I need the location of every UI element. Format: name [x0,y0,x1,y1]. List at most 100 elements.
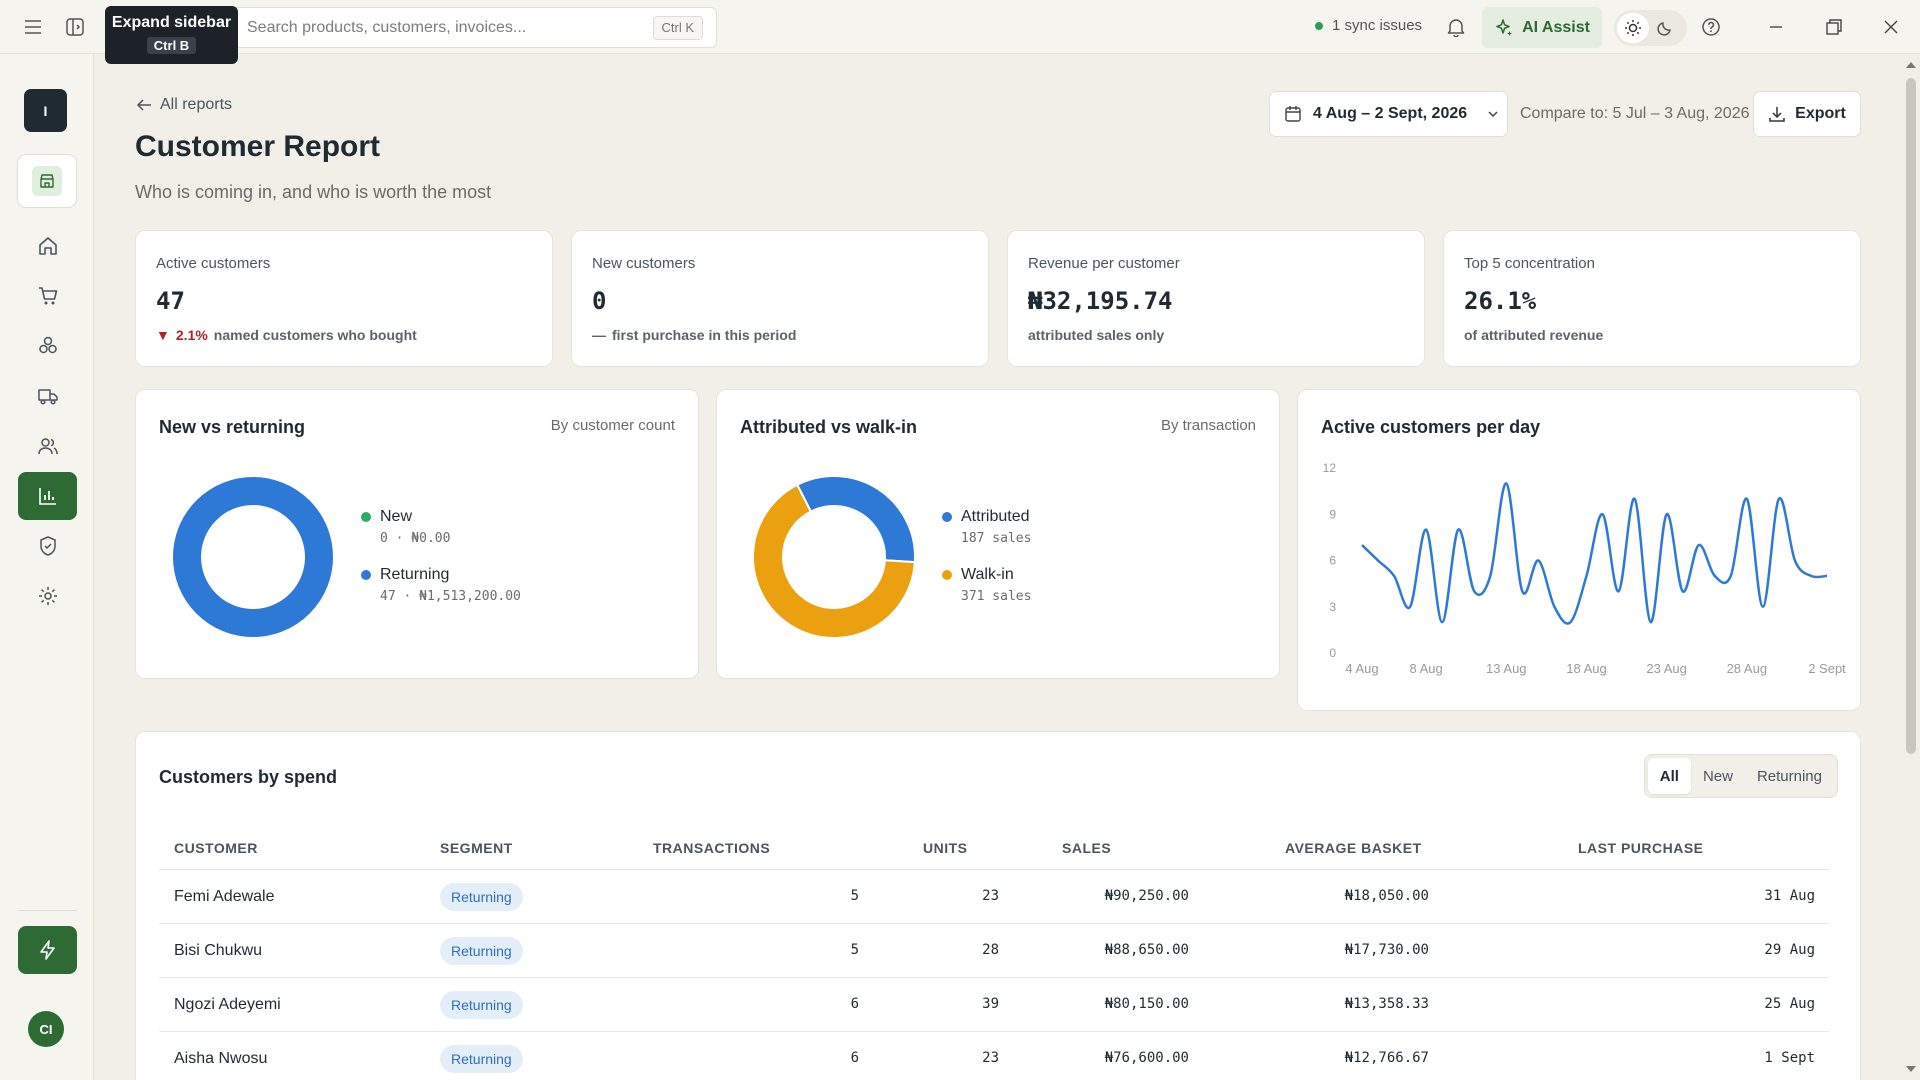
data-point[interactable] [1614,586,1624,596]
column-header-average-basket[interactable]: AVERAGE BASKET [1285,840,1422,856]
table-row[interactable]: Ngozi Adeyemi Returning 6 39 ₦80,150.00 ₦13,3… [159,978,1829,1032]
data-point[interactable] [1501,478,1511,488]
sidebar-divider [18,910,77,911]
data-point[interactable] [1646,617,1656,627]
data-point[interactable] [1533,556,1543,566]
table-row[interactable]: Bisi Chukwu Returning 5 28 ₦88,650.00 ₦17,730… [159,924,1829,978]
data-point[interactable] [1469,586,1479,596]
data-point[interactable] [1774,494,1784,504]
table-row[interactable]: Aisha Nwosu Returning 6 23 ₦76,600.00 ₦12,766… [159,1032,1829,1080]
data-point[interactable] [1405,602,1415,612]
ai-assist-label: AI Assist [1522,18,1590,36]
filter-all[interactable]: All [1647,758,1691,794]
new-vs-returning-donut [171,475,335,639]
back-link[interactable]: All reports [136,96,232,114]
users-icon[interactable] [18,422,77,470]
filter-returning[interactable]: Returning [1756,767,1822,785]
minimize-icon[interactable] [1763,14,1789,40]
data-point[interactable] [1726,571,1736,581]
donut-slice-attributed[interactable] [795,475,916,564]
help-icon[interactable] [1698,14,1724,40]
truck-icon[interactable] [18,372,77,420]
close-icon[interactable] [1878,14,1904,40]
column-header-sales[interactable]: SALES [1062,840,1112,856]
cell-customer[interactable]: Aisha Nwosu [174,1050,268,1067]
data-point[interactable] [1630,494,1640,504]
scroll-thumb[interactable] [1906,78,1916,754]
sun-icon[interactable] [1617,13,1649,43]
avatar[interactable]: CI [28,1011,64,1047]
cell-customer[interactable]: Femi Adewale [174,888,275,905]
cell-sales: ₦76,600.00 [1104,1050,1189,1066]
donut-slice-returning[interactable] [171,475,335,639]
data-point[interactable] [1662,509,1672,519]
kpi-note: of attributed revenue [1464,327,1604,343]
data-point[interactable] [1742,494,1752,504]
bell-icon[interactable] [1443,14,1469,40]
data-point[interactable] [1421,525,1431,535]
data-point[interactable] [1581,571,1591,581]
data-point[interactable] [1565,617,1575,627]
attributed-vs-walkin-donut [752,475,916,639]
page-scrollbar[interactable] [1902,54,1920,1080]
data-point[interactable] [1694,540,1704,550]
moon-icon[interactable] [1649,13,1681,43]
column-header-last-purchase[interactable]: LAST PURCHASE [1578,840,1704,856]
column-header-segment[interactable]: SEGMENT [440,840,513,856]
export-button[interactable]: Export [1753,91,1861,137]
data-point[interactable] [1517,586,1527,596]
export-label: Export [1795,105,1846,122]
data-point[interactable] [1790,556,1800,566]
data-point[interactable] [1357,540,1367,550]
column-header-units[interactable]: UNITS [923,840,968,856]
cart-icon[interactable] [18,272,77,320]
column-header-transactions[interactable]: TRANSACTIONS [653,840,771,856]
data-point[interactable] [1389,571,1399,581]
filter-new[interactable]: New [1702,767,1733,785]
scroll-up-icon[interactable] [1905,60,1917,70]
sync-status[interactable]: 1 sync issues [1315,17,1422,34]
menu-icon[interactable] [20,14,46,40]
donut-slice-walk-in[interactable] [752,483,916,639]
data-point[interactable] [1485,571,1495,581]
arrow-left-icon [136,99,151,111]
data-point[interactable] [1710,571,1720,581]
shield-icon[interactable] [18,522,77,570]
active-customers-chart-card: Active customers per day 0 3 6 9 12 4 Aug 8 Au… [1297,389,1861,711]
data-point[interactable] [1598,509,1608,519]
date-range-label: 4 Aug – 2 Sept, 2026 [1313,105,1468,122]
data-point[interactable] [1806,571,1816,581]
data-point[interactable] [1822,571,1832,581]
data-point[interactable] [1437,617,1447,627]
legend-label: Returning [380,566,450,583]
data-point[interactable] [1453,525,1463,535]
data-point[interactable] [1549,602,1559,612]
bolt-icon[interactable] [18,926,77,974]
sidebar-toggle-icon[interactable] [62,14,88,40]
cell-customer[interactable]: Ngozi Adeyemi [174,996,281,1013]
segment-filter: All New Returning [1643,754,1838,798]
ai-assist-button[interactable]: AI Assist [1482,7,1602,48]
date-range-picker[interactable]: 4 Aug – 2 Sept, 2026 [1269,91,1508,137]
boxes-icon[interactable] [18,322,77,370]
y-tick-label: 3 [1329,600,1336,614]
home-icon[interactable] [18,222,77,270]
tooltip-shortcut: Ctrl B [146,37,197,54]
restore-icon[interactable] [1821,14,1847,40]
scroll-down-icon[interactable] [1905,1064,1917,1074]
search-input[interactable]: Search products, customers, invoices... … [230,7,717,48]
column-header-customer[interactable]: CUSTOMER [174,840,258,856]
kpi-label: Revenue per customer [1028,255,1180,272]
cell-customer[interactable]: Bisi Chukwu [174,942,263,959]
data-point[interactable] [1678,586,1688,596]
cell-transactions: 6 [850,996,859,1012]
kpi-value: ₦32,195.74 [1028,287,1173,315]
gear-icon[interactable] [18,572,77,620]
data-point[interactable] [1758,602,1768,612]
theme-toggle[interactable] [1614,10,1687,46]
store-button[interactable] [17,154,77,208]
data-point[interactable] [1373,556,1383,566]
table-row[interactable]: Femi Adewale Returning 5 23 ₦90,250.00 ₦18,05… [159,870,1829,924]
org-switcher[interactable]: I [24,89,67,132]
chart-bar-icon[interactable] [18,472,77,520]
